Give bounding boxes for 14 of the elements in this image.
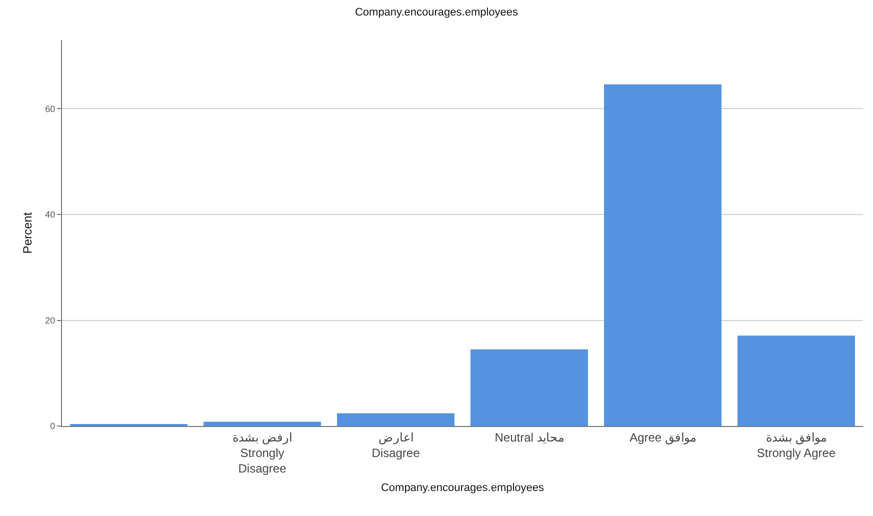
y-tick-label: 40	[45, 210, 56, 220]
bar	[738, 336, 855, 426]
y-axis-title: Percent	[20, 212, 34, 254]
y-tick-label: 20	[45, 315, 56, 326]
bar	[204, 422, 321, 426]
y-tick-label: 0	[50, 421, 56, 432]
bar	[470, 349, 588, 426]
y-tick-label: 60	[45, 104, 56, 114]
bar	[604, 84, 722, 426]
bar	[337, 413, 454, 426]
x-tick-label: Agree موافق	[630, 430, 696, 444]
chart-title: Company.encourages.employees	[354, 6, 519, 18]
x-axis-title: Company.encourages.employees	[380, 482, 545, 494]
x-tick-label: Neutral محايد	[494, 430, 564, 444]
